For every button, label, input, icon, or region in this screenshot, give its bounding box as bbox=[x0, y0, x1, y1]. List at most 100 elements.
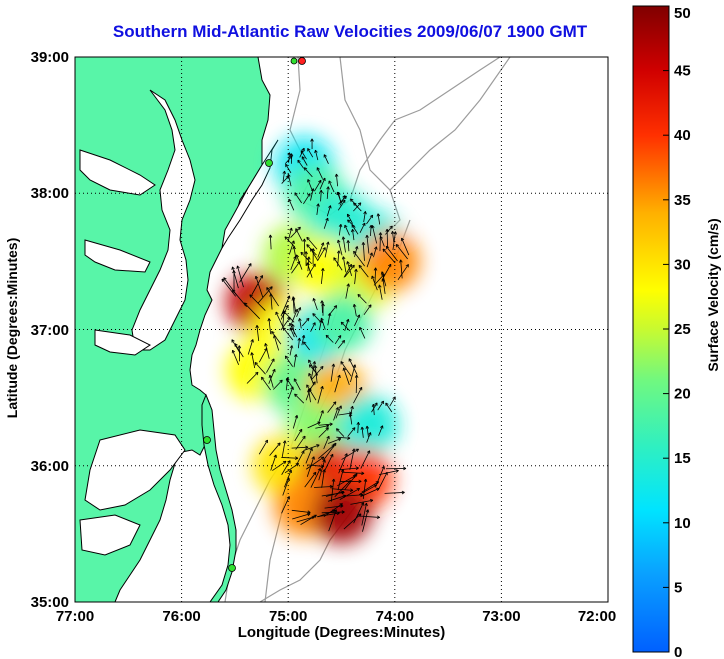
velocity-vector-head bbox=[287, 174, 289, 178]
velocity-vector-head bbox=[303, 167, 306, 171]
velocity-vector bbox=[338, 467, 359, 471]
velocity-vector bbox=[366, 214, 374, 225]
x-tick-label: 77:00 bbox=[56, 608, 94, 625]
velocity-vector bbox=[269, 442, 281, 456]
velocity-vector bbox=[333, 257, 343, 271]
velocity-vector-head bbox=[285, 355, 289, 358]
velocity-vector-head bbox=[341, 236, 344, 240]
velocity-vector-head bbox=[306, 317, 310, 320]
velocity-vector bbox=[314, 180, 322, 192]
velocity-vector-head bbox=[333, 442, 337, 445]
velocity-vector-head bbox=[312, 313, 314, 317]
velocity-vector-head bbox=[307, 262, 310, 266]
colorbar-tick-label: 20 bbox=[674, 386, 691, 403]
velocity-vector-head bbox=[376, 515, 380, 518]
velocity-vector bbox=[306, 236, 318, 250]
velocity-vector-head bbox=[295, 456, 299, 459]
velocity-vector bbox=[343, 367, 350, 385]
velocity-vector bbox=[347, 219, 356, 228]
velocity-vector-head bbox=[320, 385, 323, 389]
velocity-vector bbox=[296, 307, 301, 317]
velocity-vector-head bbox=[286, 295, 290, 299]
velocity-vector-head bbox=[369, 224, 372, 228]
velocity-vector-head bbox=[248, 263, 252, 266]
velocity-vector-head bbox=[326, 425, 330, 428]
velocity-vector-head bbox=[352, 229, 355, 232]
velocity-vector-head bbox=[249, 294, 253, 297]
velocity-vector-head bbox=[310, 138, 313, 142]
velocity-vector bbox=[351, 224, 359, 235]
velocity-vector-head bbox=[322, 456, 325, 460]
velocity-vector-head bbox=[303, 341, 307, 344]
velocity-vector bbox=[303, 341, 310, 351]
velocity-vector bbox=[307, 148, 314, 158]
velocity-vector bbox=[303, 444, 320, 451]
chart-title: Southern Mid-Atlantic Raw Velocities 200… bbox=[112, 22, 588, 41]
velocity-vector bbox=[285, 355, 294, 367]
velocity-vector bbox=[354, 314, 360, 327]
velocity-vector-head bbox=[354, 473, 358, 476]
velocity-vector-head bbox=[283, 310, 287, 313]
velocity-vector-head bbox=[329, 484, 333, 487]
velocity-vector bbox=[290, 256, 297, 270]
velocity-vector bbox=[297, 159, 305, 169]
velocity-vector-head bbox=[395, 469, 399, 471]
x-tick-label: 74:00 bbox=[376, 608, 414, 625]
velocity-vector-head bbox=[327, 186, 330, 190]
velocity-vector-head bbox=[307, 318, 310, 322]
velocity-vector-head bbox=[324, 459, 326, 463]
velocity-vector bbox=[237, 265, 244, 288]
velocity-vector-head bbox=[346, 283, 349, 287]
velocity-vector-head bbox=[256, 325, 259, 328]
x-tick-label: 75:00 bbox=[269, 608, 307, 625]
velocity-vector bbox=[320, 190, 322, 202]
velocity-vector-head bbox=[346, 240, 349, 244]
velocity-vector-head bbox=[303, 335, 306, 339]
velocity-vector-head bbox=[233, 270, 236, 274]
velocity-vector-head bbox=[297, 226, 301, 229]
velocity-vector-head bbox=[316, 167, 320, 170]
velocity-vector bbox=[357, 422, 359, 434]
velocity-vector bbox=[362, 509, 369, 532]
velocity-vector bbox=[285, 377, 289, 391]
velocity-vector-head bbox=[348, 358, 352, 361]
velocity-vector-head bbox=[357, 488, 360, 492]
velocity-vector-head bbox=[345, 196, 347, 200]
velocity-vector-head bbox=[301, 450, 305, 453]
velocity-vector-head bbox=[321, 303, 324, 307]
velocity-vector bbox=[382, 278, 386, 294]
velocity-vector-head bbox=[268, 318, 271, 322]
velocity-vector-head bbox=[336, 239, 339, 244]
velocity-vector bbox=[246, 371, 259, 384]
velocity-vector-head bbox=[268, 234, 271, 238]
colorbar-tick-label: 40 bbox=[674, 127, 691, 144]
velocity-vector-head bbox=[306, 237, 308, 241]
velocity-vector-head bbox=[238, 345, 242, 349]
velocity-vector bbox=[261, 376, 271, 391]
velocity-vector-head bbox=[306, 244, 310, 246]
velocity-vector-head bbox=[405, 264, 409, 267]
velocity-vector bbox=[339, 195, 346, 206]
velocity-vector bbox=[377, 472, 388, 491]
velocity-vector bbox=[317, 509, 336, 518]
velocity-vector-head bbox=[312, 313, 316, 315]
velocity-vector-head bbox=[232, 266, 235, 270]
velocity-vector-head bbox=[279, 379, 283, 382]
velocity-vector-head bbox=[352, 304, 355, 308]
velocity-vector-head bbox=[307, 510, 311, 513]
velocity-vector-head bbox=[342, 195, 346, 198]
velocity-vector bbox=[356, 515, 380, 518]
velocity-vector bbox=[360, 488, 380, 497]
velocity-vector-head bbox=[331, 363, 334, 367]
y-tick-label: 35:00 bbox=[31, 594, 69, 611]
velocity-vector-head bbox=[342, 236, 346, 240]
velocity-vector-head bbox=[362, 242, 366, 246]
velocity-vector bbox=[330, 478, 335, 502]
velocity-vector-head bbox=[306, 384, 310, 387]
velocity-vector-head bbox=[375, 267, 378, 271]
colorbar-tick-label: 25 bbox=[674, 321, 691, 338]
velocity-vector bbox=[336, 436, 351, 439]
velocity-vector bbox=[292, 324, 295, 335]
velocity-vector-head bbox=[301, 334, 305, 338]
velocity-vector bbox=[321, 511, 345, 514]
